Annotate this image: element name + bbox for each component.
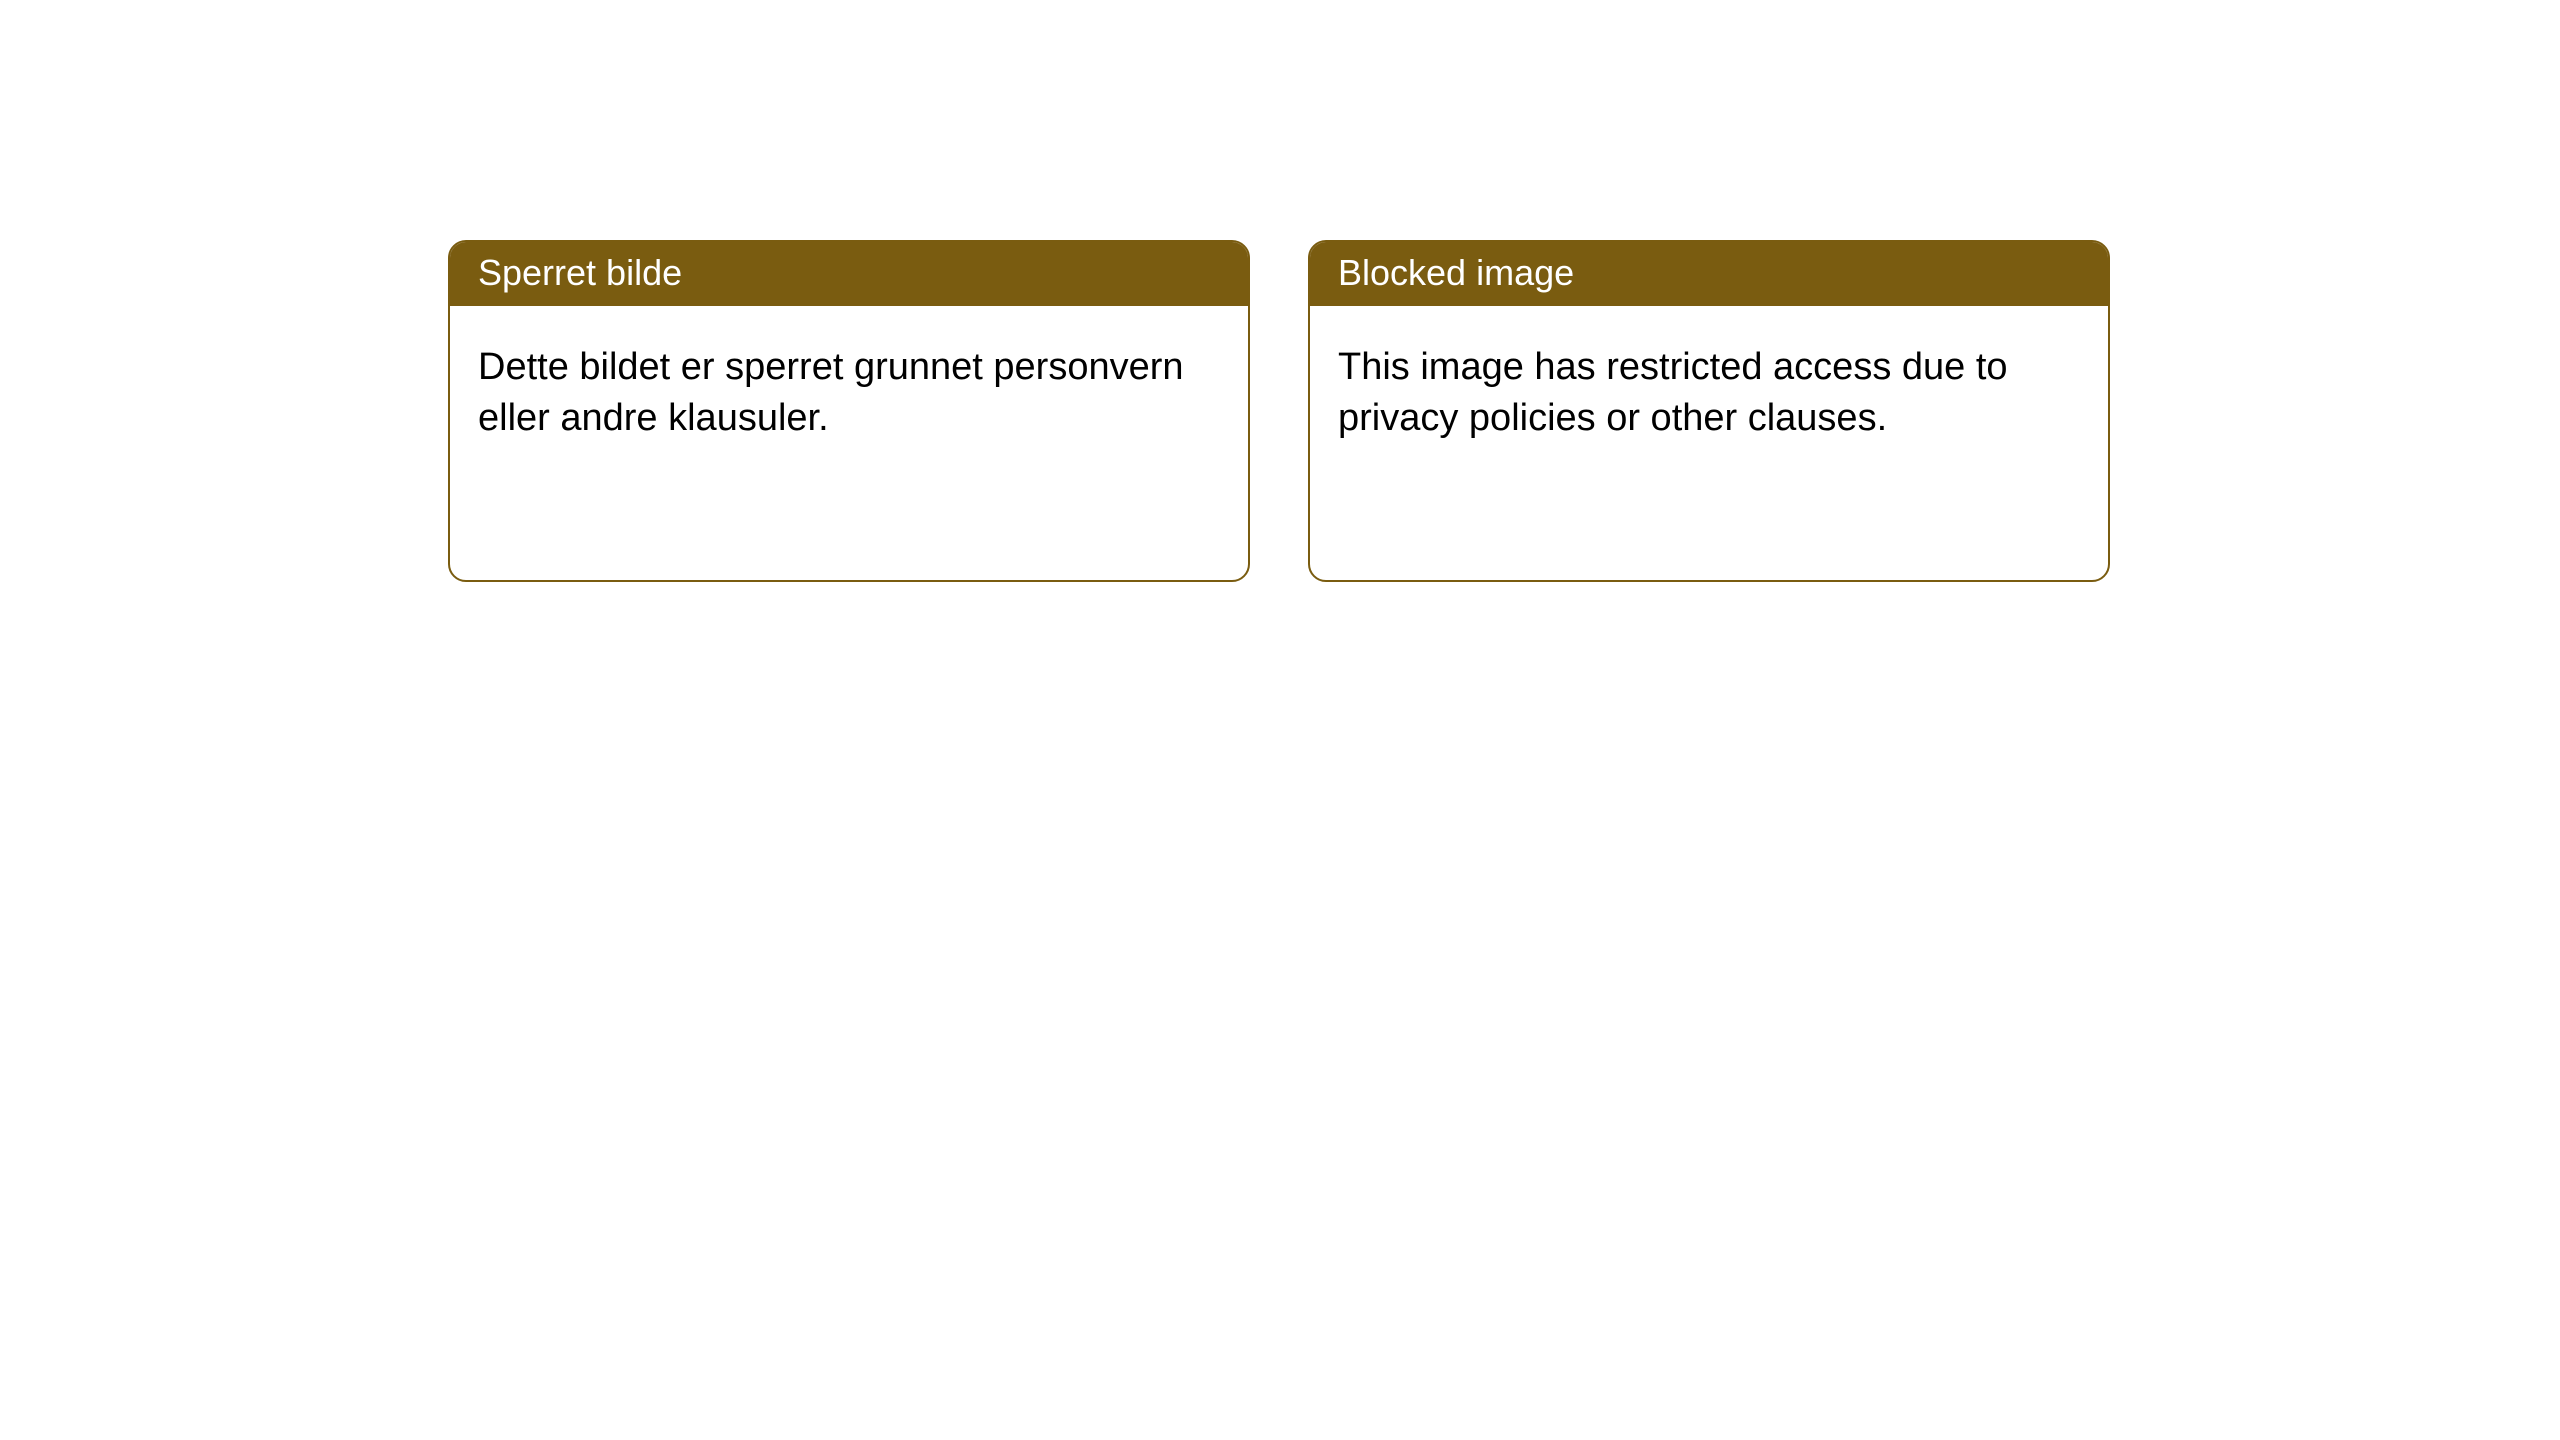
card-header-english: Blocked image	[1310, 242, 2108, 306]
notice-card-english: Blocked image This image has restricted …	[1308, 240, 2110, 582]
notice-card-norwegian: Sperret bilde Dette bildet er sperret gr…	[448, 240, 1250, 582]
notice-cards-container: Sperret bilde Dette bildet er sperret gr…	[0, 0, 2560, 582]
card-header-norwegian: Sperret bilde	[450, 242, 1248, 306]
card-body-norwegian: Dette bildet er sperret grunnet personve…	[450, 306, 1248, 580]
card-body-english: This image has restricted access due to …	[1310, 306, 2108, 580]
